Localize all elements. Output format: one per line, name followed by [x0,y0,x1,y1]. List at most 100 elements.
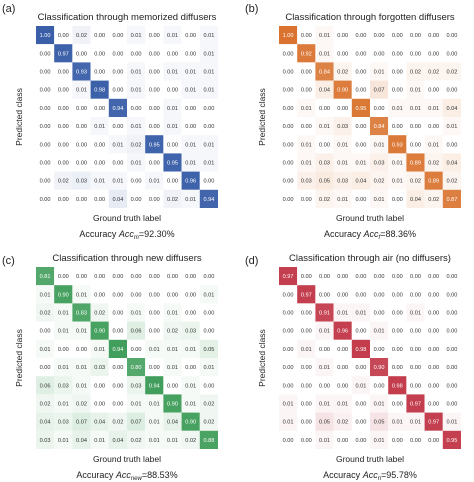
heatmap-cell [199,321,218,340]
heatmap-cell [424,303,443,322]
heatmap-cell [72,135,91,154]
heatmap-cell [406,394,425,413]
cell-value: 0.00 [149,197,160,203]
heatmap-cell [333,26,352,45]
cell-value: 0.01 [167,124,178,130]
cell-value: 0.00 [40,365,51,371]
heatmap-cell [406,153,425,172]
heatmap-cell [163,135,182,154]
cell-value: 0.83 [76,311,87,317]
heatmap-cell [297,412,316,431]
heatmap-cell [163,171,182,190]
cell-value: 0.00 [446,347,457,353]
cell-value: 0.00 [203,106,214,112]
cell-value: 0.01 [319,365,330,371]
y-axis-label: Predicted class [14,329,24,387]
heatmap-cell [163,321,182,340]
cell-value: 0.90 [185,420,196,426]
heatmap-cell [145,358,164,377]
cell-value: 0.00 [112,274,123,280]
heatmap-cell [145,153,164,172]
heatmap-cell [388,153,407,172]
heatmap-cell [297,430,316,449]
cell-value: 0.00 [355,197,366,203]
cell-value: 0.00 [94,197,105,203]
cell-value: 0.01 [337,161,348,167]
accuracy-subscript: m [134,235,139,241]
cell-value: 0.00 [446,88,457,94]
cell-value: 0.97 [58,51,69,57]
cell-value: 0.01 [76,292,87,298]
heatmap-cell [72,80,91,99]
heatmap-cell [145,394,164,413]
heatmap-cell [181,376,200,395]
heatmap-cell [108,358,127,377]
heatmap-cell [279,321,298,340]
cell-value: 0.00 [392,33,403,39]
heatmap-cell [442,189,461,208]
cell-value: 0.00 [203,329,214,335]
cell-value: 0.97 [410,402,421,408]
cell-value: 0.00 [355,438,366,444]
heatmap-cell [163,285,182,304]
cell-value: 0.00 [301,311,312,317]
heatmap-cell [297,44,316,63]
heatmap-cell [406,321,425,340]
cell-value: 0.01 [319,33,330,39]
heatmap-cell [54,135,73,154]
cell-value: 0.01 [203,70,214,76]
heatmap-cell [442,303,461,322]
cell-value: 0.02 [337,70,348,76]
cell-value: 0.00 [355,274,366,280]
cell-value: 0.00 [446,402,457,408]
cell-value: 0.00 [58,106,69,112]
heatmap-cell [315,303,334,322]
heatmap-cell [406,267,425,286]
panel-2: (c) Classification through new diffusers 0… [2,253,218,482]
cell-value: 0.00 [428,311,439,317]
heatmap-cell [279,117,298,136]
cell-value: 0.01 [112,179,123,185]
heatmap-cell [163,376,182,395]
cell-value: 0.02 [446,70,457,76]
cell-value: 0.00 [185,292,196,298]
heatmap-cell [90,303,109,322]
cell-value: 0.00 [337,365,348,371]
heatmap-cell [297,267,316,286]
cell-value: 0.00 [374,51,385,57]
heatmap-cell [351,171,370,190]
cell-value: 0.01 [167,365,178,371]
cell-value: 0.00 [149,124,160,130]
cell-value: 0.00 [410,383,421,389]
cell-value: 0.01 [185,70,196,76]
cell-value: 0.00 [337,383,348,389]
heatmap-cell [315,358,334,377]
heatmap-cell [424,171,443,190]
cell-value: 0.01 [94,124,105,130]
cell-value: 0.02 [203,402,214,408]
heatmap-cell [388,189,407,208]
cell-value: 0.00 [131,347,142,353]
heatmap-cell [442,44,461,63]
heatmap-cell [351,189,370,208]
cell-value: 0.01 [337,142,348,148]
cell-value: 0.00 [355,70,366,76]
heatmap-cell [108,339,127,358]
heatmap-cell [424,80,443,99]
heatmap-cell [406,376,425,395]
cell-value: 0.02 [167,197,178,203]
cell-value: 0.01 [392,106,403,112]
cell-value: 0.01 [40,292,51,298]
heatmap-cell [333,303,352,322]
heatmap-cell [199,267,218,286]
heatmap-cell [72,285,91,304]
heatmap-cell [315,189,334,208]
cell-value: 0.00 [40,197,51,203]
heatmap-cell [181,394,200,413]
heatmap-cell [315,98,334,117]
heatmap-cell [333,98,352,117]
cell-value: 0.94 [112,106,123,112]
x-axis-label: Ground truth label [336,213,404,223]
heatmap-cell [442,376,461,395]
heatmap-cell [108,303,127,322]
